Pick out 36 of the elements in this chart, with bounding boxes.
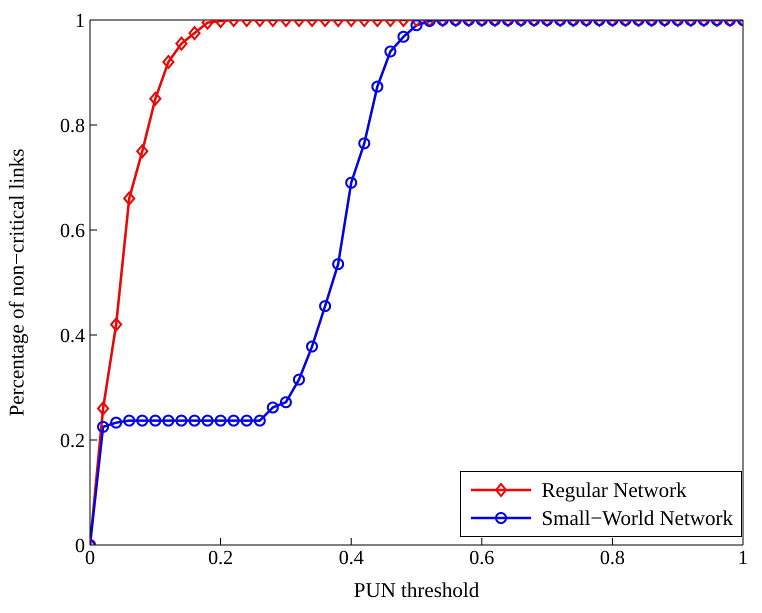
point bbox=[292, 374, 305, 386]
point bbox=[149, 414, 162, 427]
legend-label: Regular Network bbox=[541, 477, 687, 504]
point bbox=[280, 396, 292, 408]
point bbox=[136, 414, 148, 427]
x-tick-label: 0.2 bbox=[208, 547, 234, 570]
x-tick-label: 1 bbox=[738, 547, 748, 570]
point bbox=[319, 300, 332, 312]
x-tick-label: 0.8 bbox=[600, 547, 625, 570]
point bbox=[188, 414, 200, 427]
y-tick-label: 0.2 bbox=[60, 430, 85, 452]
x-tick-label: 0.6 bbox=[469, 547, 494, 570]
legend-label: Small−World Network bbox=[541, 505, 733, 532]
y-axis-title: Percentage of non−critical links bbox=[4, 148, 28, 416]
x-tick-label: 0.4 bbox=[338, 547, 364, 570]
point bbox=[306, 340, 318, 353]
point bbox=[228, 414, 240, 427]
point bbox=[123, 414, 136, 427]
point bbox=[110, 416, 122, 429]
line-series bbox=[90, 20, 743, 545]
point bbox=[214, 414, 227, 427]
point bbox=[266, 401, 279, 414]
point bbox=[202, 414, 214, 427]
point bbox=[254, 414, 266, 427]
point bbox=[332, 258, 344, 270]
point bbox=[110, 318, 122, 332]
x-axis-title: PUN threshold bbox=[354, 578, 480, 602]
point bbox=[162, 414, 174, 427]
point bbox=[97, 402, 110, 416]
point bbox=[175, 414, 188, 427]
y-tick-label: 0.8 bbox=[60, 115, 85, 138]
y-tick-label: 0.6 bbox=[60, 220, 85, 242]
point bbox=[97, 420, 110, 433]
y-tick-label: 0.4 bbox=[60, 325, 85, 348]
point bbox=[240, 414, 253, 427]
y-tick-label: 1 bbox=[75, 10, 85, 32]
